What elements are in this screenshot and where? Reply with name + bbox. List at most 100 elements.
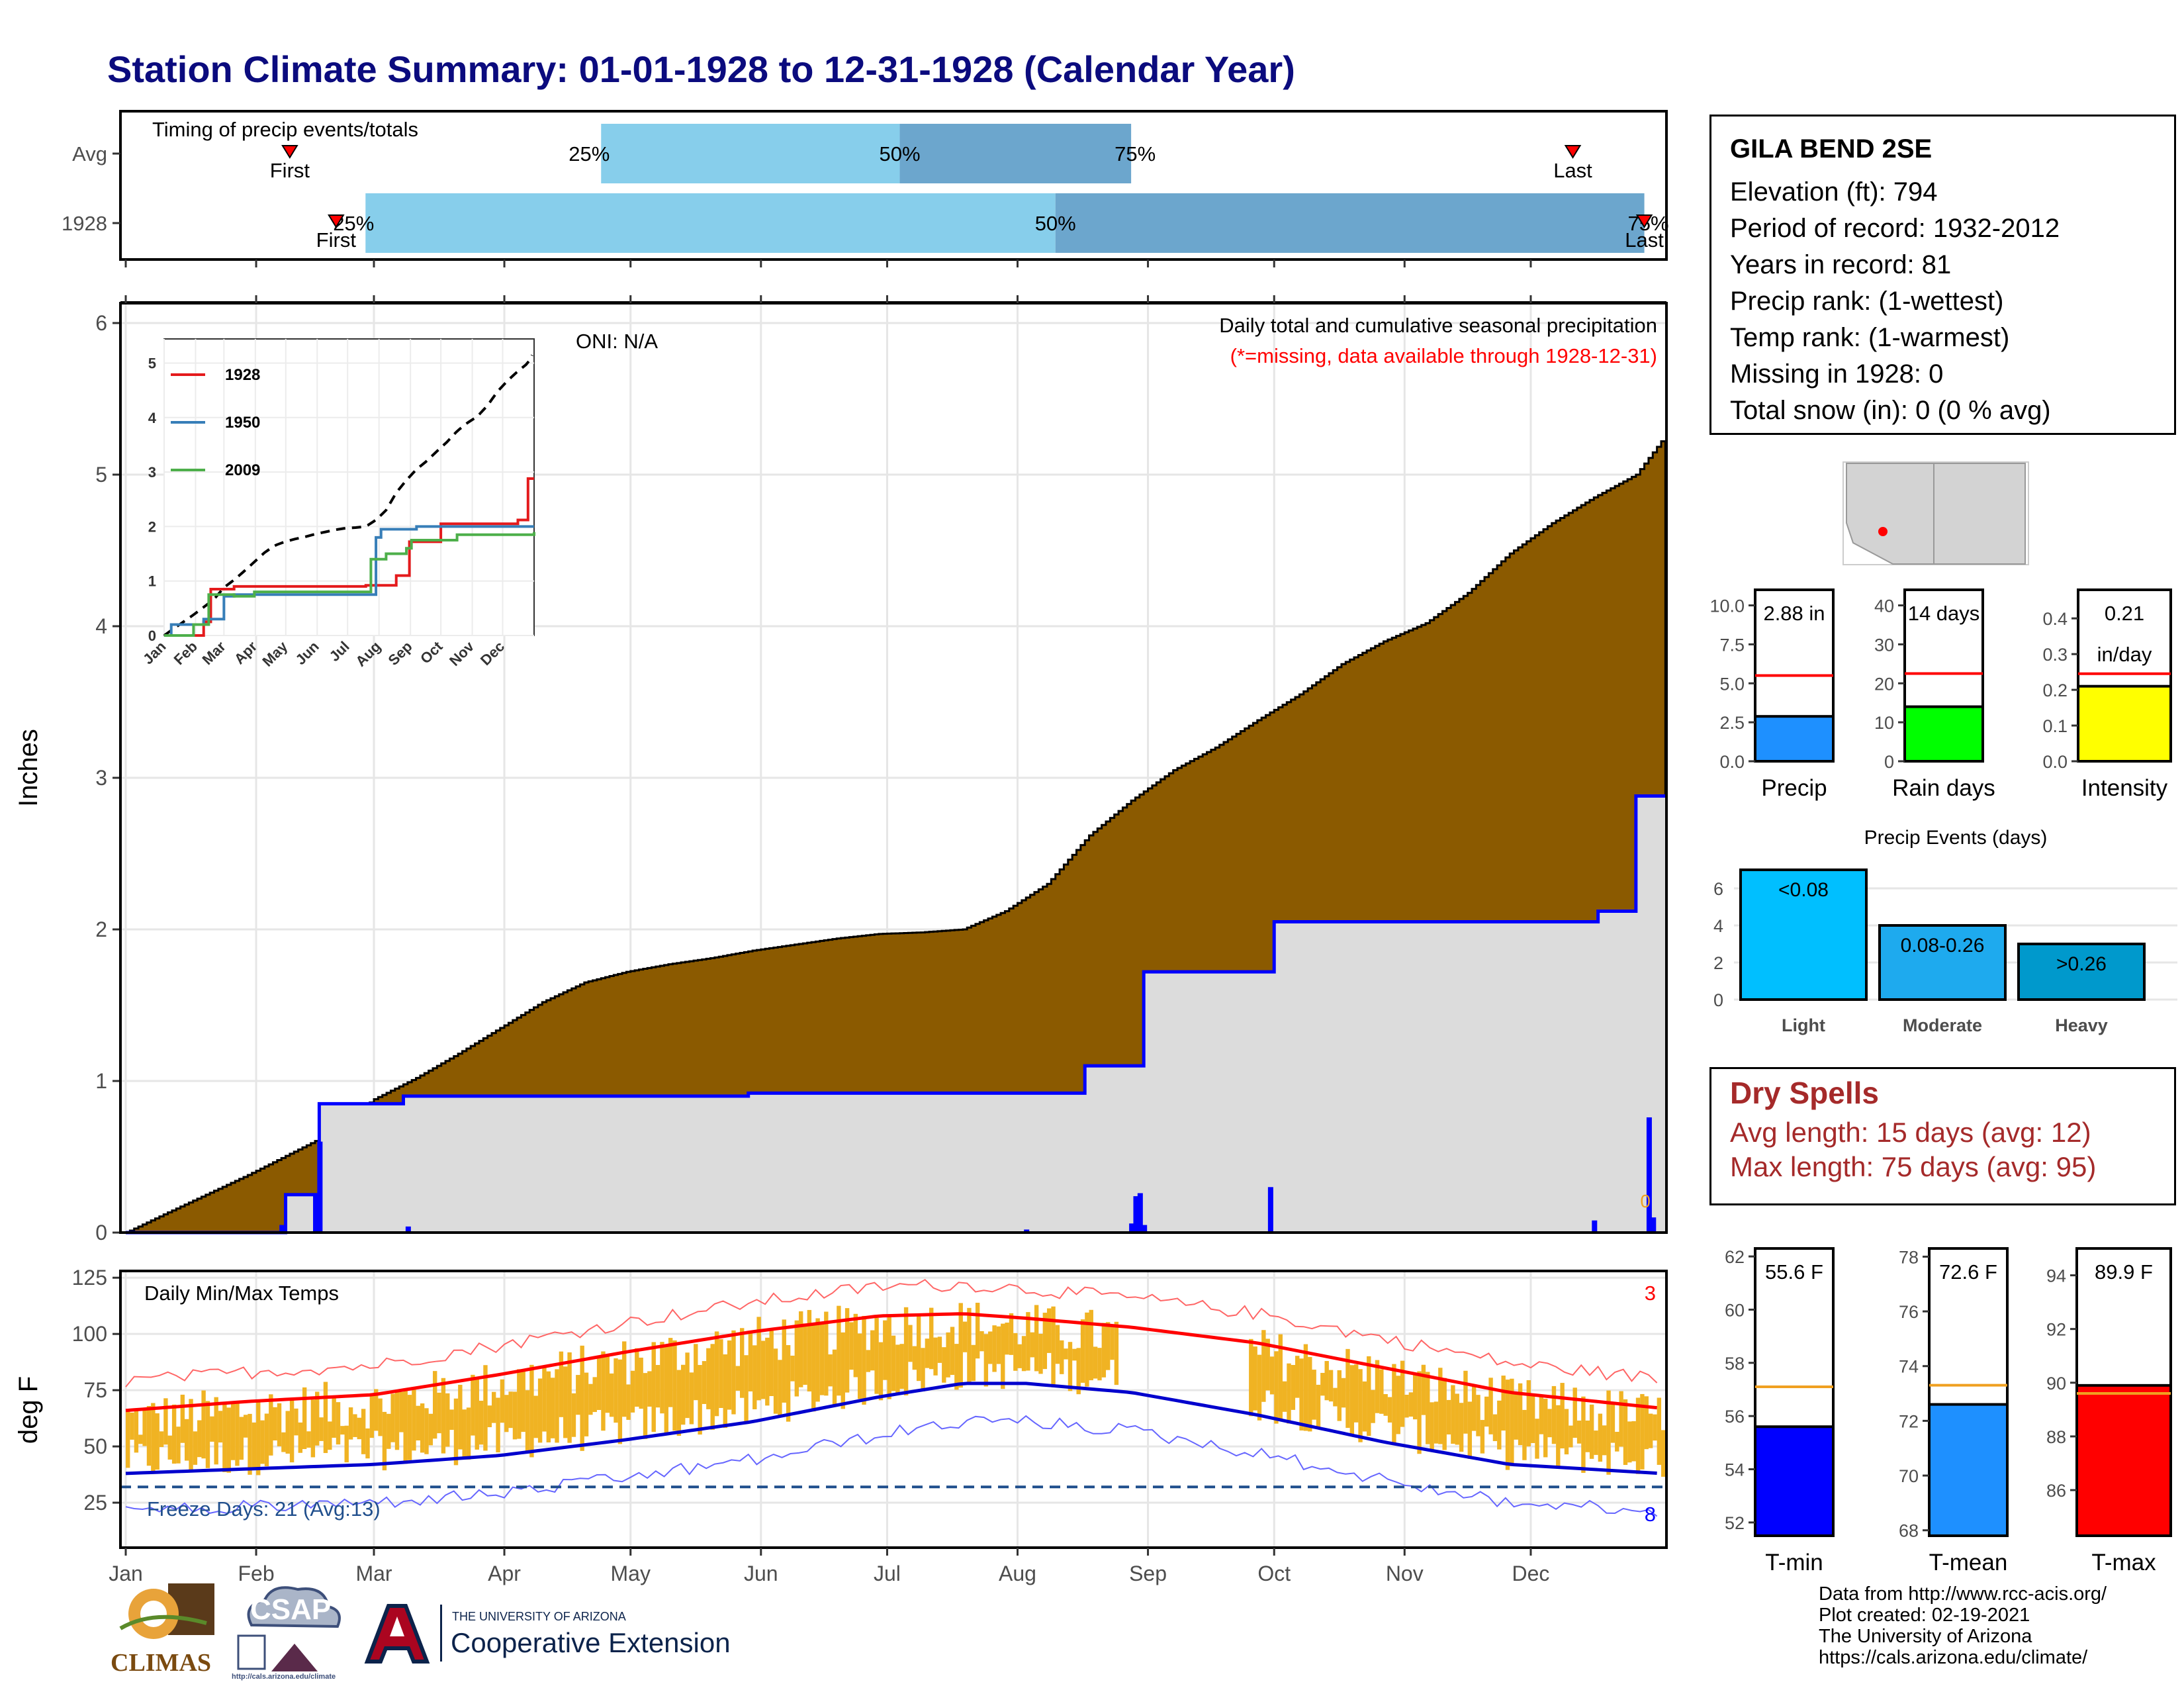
t-min-ytick-label: 62 — [1725, 1247, 1745, 1267]
daily-temp-bar — [449, 1409, 454, 1430]
daily-temp-bar — [929, 1307, 934, 1370]
precip-ytick-label: 5 — [95, 463, 107, 487]
daily-temp-bar — [870, 1330, 875, 1371]
daily-temp-bar — [992, 1325, 997, 1372]
daily-temp-bar — [617, 1359, 623, 1444]
daily-temp-bar — [1274, 1351, 1279, 1424]
timeline-q50-q75-bar — [899, 124, 1132, 183]
daily-temp-bar — [1619, 1391, 1623, 1447]
inset-ytick-label: 3 — [148, 464, 156, 481]
daily-temp-bar — [1446, 1399, 1451, 1434]
daily-temp-bar — [1337, 1370, 1342, 1421]
daily-temp-bar — [1455, 1393, 1459, 1445]
rain-days-title: Rain days — [1892, 775, 1995, 801]
daily-temp-bar — [1615, 1431, 1619, 1452]
daily-temp-bar — [504, 1395, 509, 1432]
precip-ylabel: Inches — [14, 729, 43, 807]
daily-temp-bar — [798, 1311, 803, 1387]
daily-temp-bar — [533, 1395, 538, 1438]
rain-days-ytick-label: 10 — [1874, 713, 1894, 733]
daily-temp-bar — [1072, 1348, 1077, 1361]
daily-temp-bar — [605, 1356, 610, 1413]
station-info-box: GILA BEND 2SE Elevation (ft): 794 Period… — [1709, 115, 2176, 435]
daily-precip-bar — [1133, 1196, 1139, 1233]
precip-total-ytick-label: 2.5 — [1719, 713, 1745, 733]
temp-xtick-label: Dec — [1512, 1562, 1550, 1585]
daily-temp-bar — [235, 1401, 240, 1466]
csap-logo-url: http://cals.arizona.edu/climate — [232, 1673, 336, 1681]
daily-temp-bar — [1463, 1370, 1468, 1434]
daily-temp-bar — [1291, 1364, 1296, 1410]
daily-temp-bar — [1005, 1323, 1009, 1355]
daily-temp-bar — [786, 1345, 791, 1422]
daily-temp-bar — [596, 1355, 602, 1411]
daily-temp-bar — [660, 1342, 664, 1414]
intensity-ytick-label: 0.1 — [2042, 716, 2068, 736]
temp-xtick-label: Aug — [999, 1562, 1036, 1585]
record-high-line — [125, 1278, 1658, 1387]
daily-temp-bar — [685, 1352, 690, 1419]
daily-temp-bar — [765, 1337, 770, 1406]
daily-precip-bar — [405, 1226, 411, 1233]
daily-temp-bar — [1560, 1383, 1565, 1449]
daily-temp-bar — [130, 1412, 134, 1440]
station-location-marker — [1878, 527, 1888, 536]
daily-temp-bar — [1038, 1333, 1043, 1374]
events-bar — [1878, 924, 2007, 1001]
precip-ytick-label: 2 — [95, 917, 107, 941]
timeline-first-label: First — [316, 228, 357, 252]
timeline-q25-q50-bar — [601, 124, 900, 183]
timeline-row-label: Avg — [72, 142, 107, 165]
daily-temp-bar — [1114, 1321, 1119, 1385]
daily-temp-bar — [706, 1348, 711, 1409]
daily-temp-bar — [975, 1303, 980, 1359]
t-min-ytick-label: 60 — [1725, 1300, 1745, 1320]
daily-temp-bar — [378, 1398, 383, 1436]
daily-temp-bar — [537, 1378, 543, 1443]
daily-temp-bar — [714, 1331, 719, 1417]
daily-temp-bar — [1278, 1334, 1283, 1420]
temp-xtick-label: Feb — [238, 1562, 274, 1585]
daily-temp-bar — [319, 1417, 324, 1441]
daily-temp-bar — [1021, 1336, 1026, 1372]
timeline-first-marker — [328, 214, 345, 228]
daily-temp-bar — [1488, 1378, 1493, 1434]
daily-temp-bar — [782, 1319, 786, 1403]
daily-temp-bar — [1547, 1409, 1552, 1438]
intensity-title: Intensity — [2081, 775, 2168, 801]
daily-temp-bar — [550, 1378, 555, 1438]
precip-total-ytick-label: 10.0 — [1709, 596, 1745, 616]
daily-temp-bar — [462, 1409, 467, 1460]
daily-temp-bar — [857, 1333, 862, 1399]
daily-temp-bar — [1640, 1393, 1645, 1470]
t-mean-ytick-label: 68 — [1899, 1521, 1919, 1541]
footer-credits: Data from http://www.rcc-acis.org/ Plot … — [1819, 1583, 2107, 1668]
daily-temp-bar — [142, 1407, 147, 1446]
daily-temp-bar — [176, 1427, 181, 1464]
timeline-q50-q75-bar — [1055, 193, 1645, 253]
daily-temp-bar — [248, 1413, 252, 1475]
daily-temp-bar — [1657, 1397, 1662, 1465]
daily-temp-bar — [622, 1341, 627, 1417]
record-low-line — [125, 1415, 1658, 1517]
inset-ytick-label: 2 — [148, 518, 156, 535]
daily-temp-bar — [126, 1411, 130, 1468]
daily-temp-bar — [933, 1337, 938, 1376]
daily-temp-bar — [230, 1402, 236, 1460]
daily-temp-bar — [496, 1397, 500, 1453]
daily-temp-bar — [214, 1397, 218, 1465]
daily-temp-bar — [710, 1344, 715, 1430]
daily-temp-bar — [277, 1403, 282, 1446]
events-category-label: Light — [1782, 1015, 1825, 1035]
daily-temp-bar — [151, 1403, 156, 1472]
daily-temp-bar — [491, 1391, 496, 1423]
daily-temp-bar — [769, 1329, 774, 1397]
station-period: Period of record: 1932-2012 — [1730, 214, 2060, 243]
dry-spells-max: Max length: 75 days (avg: 95) — [1730, 1151, 2097, 1182]
daily-temp-bar — [1635, 1397, 1641, 1474]
normal-tmin-line — [125, 1382, 1657, 1476]
ua-logo: THE UNIVERSITY OF ARIZONA Cooperative Ex… — [361, 1602, 745, 1675]
t-max-ytick-label: 86 — [2046, 1481, 2066, 1501]
daily-temp-bar — [689, 1372, 694, 1425]
daily-temp-bar — [521, 1370, 525, 1432]
